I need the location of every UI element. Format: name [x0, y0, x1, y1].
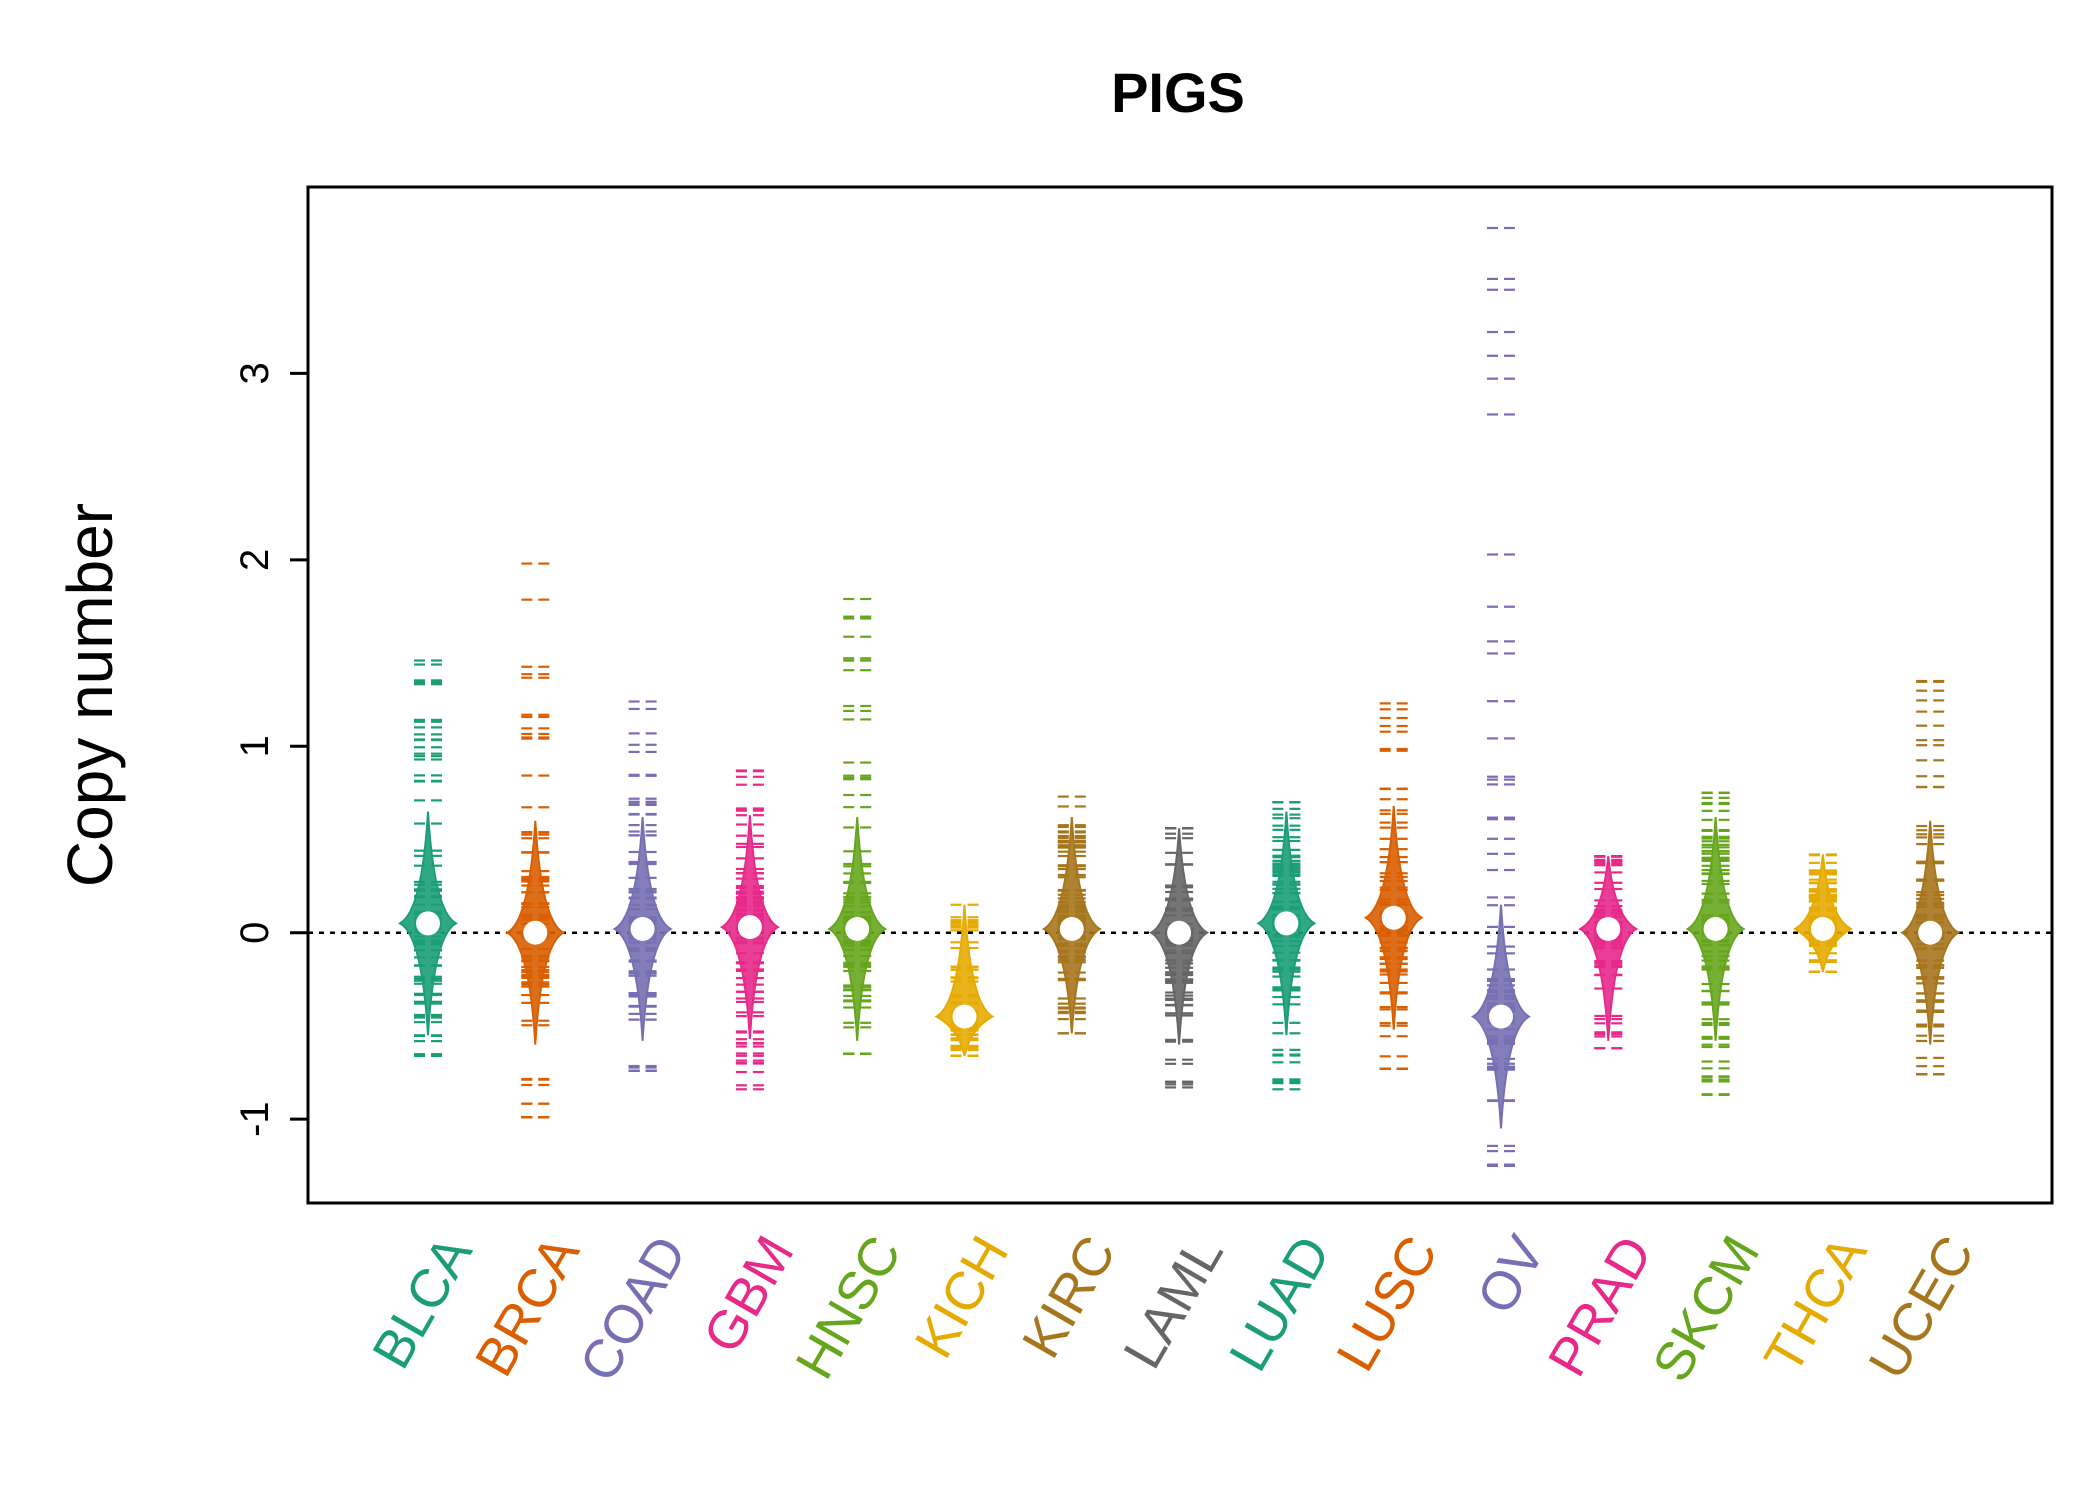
bean-center-marker — [1167, 920, 1192, 945]
x-tick-label: COAD — [568, 1226, 698, 1391]
bean-PRAD — [1578, 855, 1639, 1050]
y-tick-label: 2 — [233, 549, 277, 571]
bean-OV — [1470, 226, 1532, 1167]
x-tick-label: LUSC — [1325, 1226, 1449, 1381]
bean-KICH — [934, 903, 995, 1057]
bean-HNSC — [827, 597, 888, 1055]
x-tick-label: KIRC — [1011, 1226, 1127, 1368]
bean-center-marker — [416, 911, 440, 936]
bean-density — [1578, 856, 1639, 1041]
plot-frame — [306, 185, 2054, 1205]
x-tick-label: OV — [1466, 1226, 1557, 1324]
bean-density — [934, 904, 995, 1056]
x-tick-label: SKCM — [1641, 1226, 1771, 1391]
y-axis-label: Copy number — [54, 503, 126, 887]
chart-title: PIGS — [1111, 61, 1245, 124]
bean-THCA — [1792, 853, 1853, 973]
y-tick-label: 1 — [233, 735, 277, 757]
bean-center-marker — [1274, 911, 1299, 936]
bean-LAML — [1149, 827, 1210, 1089]
bean-center-marker — [737, 915, 762, 940]
bean-BRCA — [505, 562, 566, 1119]
x-tick-label: UCEC — [1857, 1226, 1985, 1389]
bean-UCEC — [1900, 679, 1961, 1076]
x-tick-label: LAML — [1112, 1226, 1235, 1378]
bean-COAD — [612, 700, 673, 1072]
bean-center-marker — [1059, 916, 1084, 941]
bean-center-marker — [952, 1004, 977, 1029]
bean-center-marker — [630, 916, 655, 941]
x-tick-label: GBM — [692, 1226, 805, 1363]
x-tick-label: LUAD — [1218, 1226, 1342, 1381]
y-tick-label: 0 — [233, 922, 277, 944]
plot-area: -10123BLCABRCACOADGBMHNSCKICHKIRCLAMLLUA… — [233, 226, 2052, 1391]
bean-SKCM — [1685, 791, 1746, 1096]
x-tick-label: HNSC — [784, 1226, 912, 1389]
bean-center-marker — [1596, 916, 1621, 941]
bean-GBM — [719, 769, 780, 1091]
bean-center-marker — [1489, 1004, 1513, 1029]
bean-center-marker — [523, 920, 548, 945]
bean-center-marker — [1703, 916, 1728, 941]
y-tick-label: -1 — [233, 1101, 277, 1137]
bean-BLCA — [397, 659, 459, 1057]
bean-center-marker — [845, 916, 870, 941]
bean-center-marker — [1810, 916, 1835, 941]
bean-center-marker — [1381, 905, 1406, 930]
bean-center-marker — [1918, 920, 1943, 945]
bean-LUSC — [1363, 702, 1424, 1070]
bean-density — [1792, 854, 1853, 973]
bean-KIRC — [1041, 795, 1102, 1035]
bean-LUAD — [1256, 801, 1317, 1091]
y-tick-label: 3 — [233, 362, 277, 384]
x-tick-label: KICH — [904, 1226, 1020, 1368]
